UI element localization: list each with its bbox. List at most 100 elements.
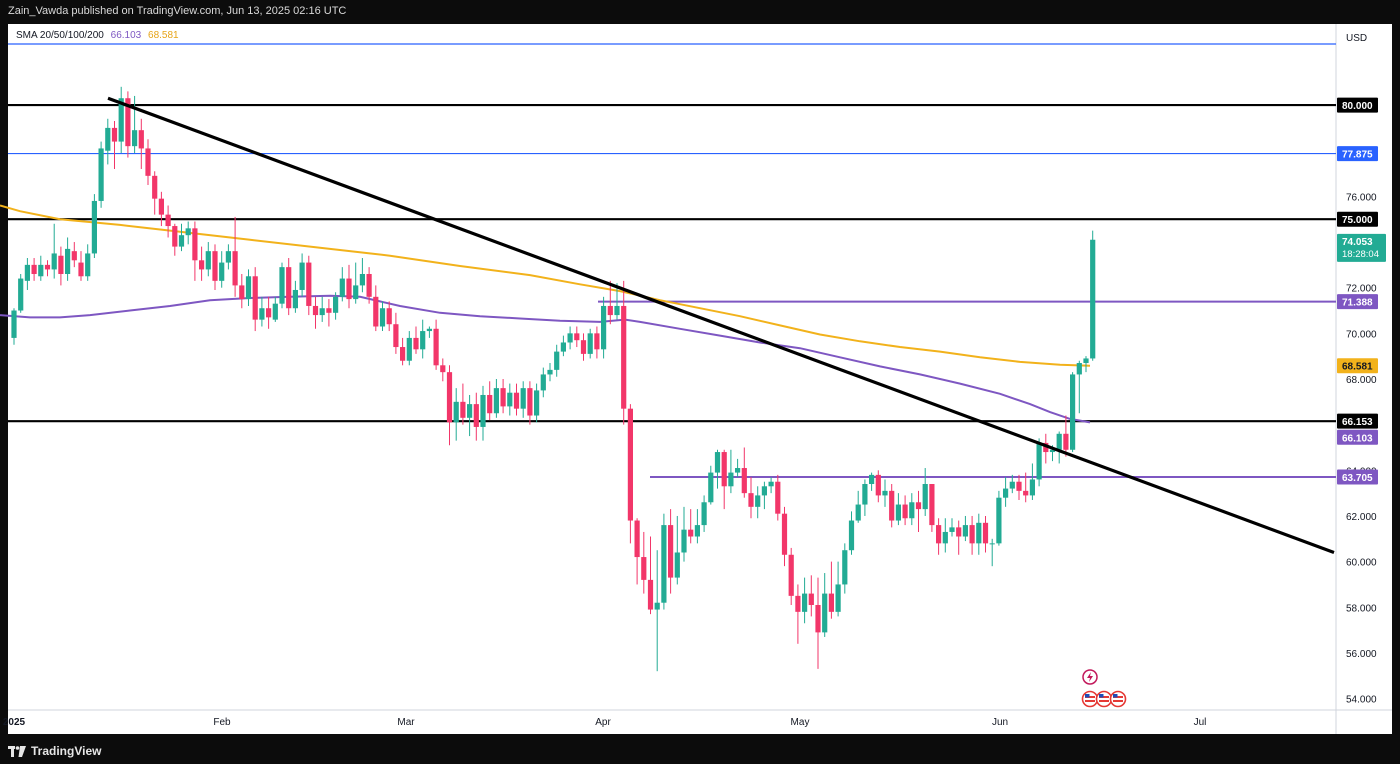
candle-body — [768, 481, 774, 487]
current-price-bg — [1337, 233, 1386, 262]
candle-body — [286, 267, 292, 309]
level-label-4: 66.153 — [1342, 417, 1373, 428]
candle-body — [748, 493, 754, 507]
candle-body — [520, 388, 526, 409]
candle-body — [1043, 442, 1049, 453]
candle-body — [225, 251, 231, 263]
indicator-legend[interactable]: SMA 20/50/100/200 66.103 68.581 — [16, 30, 179, 41]
tradingview-logo-icon — [8, 745, 26, 757]
candle-body — [65, 248, 71, 274]
candle-body — [1003, 488, 1009, 498]
candle-body — [842, 550, 848, 585]
candle-body — [279, 267, 285, 304]
candle-body — [158, 198, 164, 215]
lightning-bolt-icon — [1087, 672, 1093, 682]
candle-body — [353, 285, 359, 300]
candle-body — [949, 527, 955, 532]
candle-body — [493, 388, 499, 414]
candle-body — [199, 260, 205, 270]
flag-stripe — [1113, 696, 1123, 698]
candle-body — [306, 262, 312, 306]
candle-body — [668, 525, 674, 578]
candle-body — [85, 253, 91, 277]
sma-label-bg-1 — [1337, 429, 1378, 445]
candle-body — [956, 527, 962, 537]
candle-body — [266, 308, 272, 318]
candle-body — [741, 468, 747, 494]
footer-bar: TradingView — [0, 736, 1400, 764]
legend-label: SMA 20/50/100/200 — [16, 30, 104, 41]
candle-body — [574, 333, 580, 341]
publish-line: Zain_Vawda published on TradingView.com,… — [8, 5, 347, 17]
candle-body — [567, 333, 573, 343]
candle-body — [701, 502, 707, 526]
chart-frame[interactable] — [8, 24, 1392, 734]
candle-body — [326, 308, 332, 313]
price-tick-label: 76.000 — [1346, 192, 1377, 203]
candle-body — [607, 305, 613, 316]
flag-canton — [1085, 694, 1090, 698]
candle-body — [788, 554, 794, 596]
candle-body — [627, 408, 633, 521]
candle-body — [473, 404, 479, 427]
candle-body — [165, 214, 171, 227]
candle-body — [1016, 481, 1022, 491]
level-label-5: 63.705 — [1342, 473, 1373, 484]
candle-body — [507, 392, 513, 407]
tradingview-brand: TradingView — [31, 744, 102, 758]
candle-body — [440, 365, 446, 373]
candle-body — [996, 497, 1002, 544]
candle-body — [694, 525, 700, 537]
flag-stripe — [1113, 700, 1123, 702]
level-label-3: 71.388 — [1342, 298, 1373, 309]
candle-body — [828, 593, 834, 612]
candle-body — [71, 251, 77, 261]
candle-body — [333, 296, 339, 313]
candle-body — [132, 130, 138, 147]
candle-body — [480, 394, 486, 427]
price-tick-label: 70.000 — [1346, 329, 1377, 340]
sma-label-1: 66.103 — [1342, 433, 1373, 444]
us-flag-icon — [1081, 690, 1099, 708]
sma-yellow-line — [0, 204, 1091, 367]
candle-body — [500, 388, 506, 407]
candle-body — [453, 401, 459, 423]
legend-value-purple: 66.103 — [110, 30, 142, 41]
candle-body — [688, 529, 694, 537]
time-label-apr: Apr — [595, 717, 611, 728]
candle-body — [252, 276, 258, 320]
candle-body — [942, 531, 948, 544]
flag-stripe — [1099, 700, 1109, 702]
candle-body — [1023, 490, 1029, 496]
tradingview-logo[interactable]: TradingView — [8, 744, 101, 758]
currency-label[interactable]: USD — [1346, 33, 1368, 44]
legend-value-yellow: 68.581 — [148, 30, 179, 41]
candle-body — [902, 504, 908, 519]
candle-body — [205, 251, 211, 270]
candle-body — [1063, 433, 1069, 450]
candle-body — [111, 127, 118, 142]
candle-body — [239, 285, 245, 300]
candle-body — [540, 374, 546, 391]
level-label-2-bg — [1337, 211, 1378, 227]
candle-body — [118, 98, 124, 142]
candle-body — [869, 474, 875, 485]
flag-stripe — [1099, 696, 1109, 698]
level-mask — [8, 475, 650, 480]
candle-body — [661, 525, 667, 603]
countdown-label: 18:28:04 — [1342, 249, 1379, 260]
level-mask-2 — [8, 299, 598, 304]
candle-body — [534, 390, 540, 416]
sma-label-0: 68.581 — [1342, 362, 1373, 373]
candle-body — [292, 289, 298, 309]
candle-body — [882, 490, 888, 496]
price-tick-label: 62.000 — [1346, 512, 1377, 523]
price-tick-label: 72.000 — [1346, 284, 1377, 295]
candle-body — [51, 253, 57, 270]
candle-body — [259, 308, 265, 320]
sma-label-bg-0 — [1337, 358, 1378, 374]
candle-body — [560, 342, 566, 352]
price-tick-label: 68.000 — [1346, 375, 1377, 386]
candle-body — [634, 520, 640, 558]
